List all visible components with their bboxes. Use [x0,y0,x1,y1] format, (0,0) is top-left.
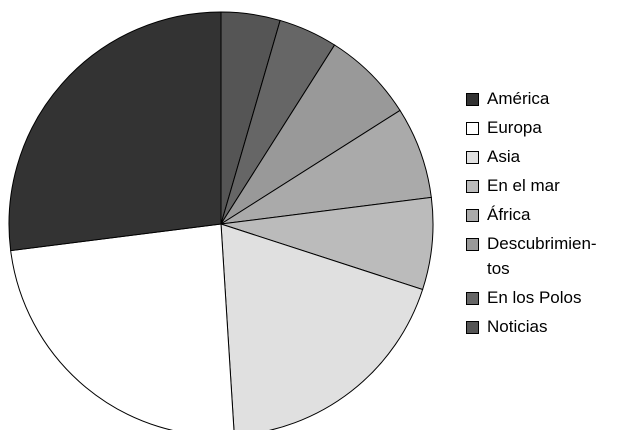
legend-label: Asia [487,147,521,166]
legend-swatch [466,321,479,334]
legend-item: Asia [466,147,626,169]
legend-swatch [466,122,479,135]
legend-label: América [487,89,550,108]
legend-item: En el mar [466,176,626,198]
legend-item: En los Polos [466,288,626,310]
legend-label: En el mar [487,176,560,195]
legend-item: Descubrimien- tos [466,234,626,281]
pie-slice-américa [8,11,222,252]
legend-label: En los Polos [487,288,582,307]
legend-label: Descubrimien- tos [487,234,597,278]
legend-swatch [466,209,479,222]
legend-label: Europa [487,118,542,137]
pie-slice-asia [220,223,424,430]
legend-label: Noticias [487,317,548,336]
legend-label: África [487,205,531,224]
legend-item: Noticias [466,317,626,339]
legend-swatch [466,151,479,164]
legend-swatch [466,292,479,305]
legend-item: América [466,89,626,111]
legend-swatch [466,180,479,193]
pie-chart [8,11,434,430]
legend-swatch [466,238,479,251]
legend-item: África [466,205,626,227]
pie-slice-europa [10,223,235,430]
legend-item: Europa [466,118,626,140]
legend: América Europa Asia En el mar África Descubri… [466,89,626,347]
legend-swatch [466,93,479,106]
